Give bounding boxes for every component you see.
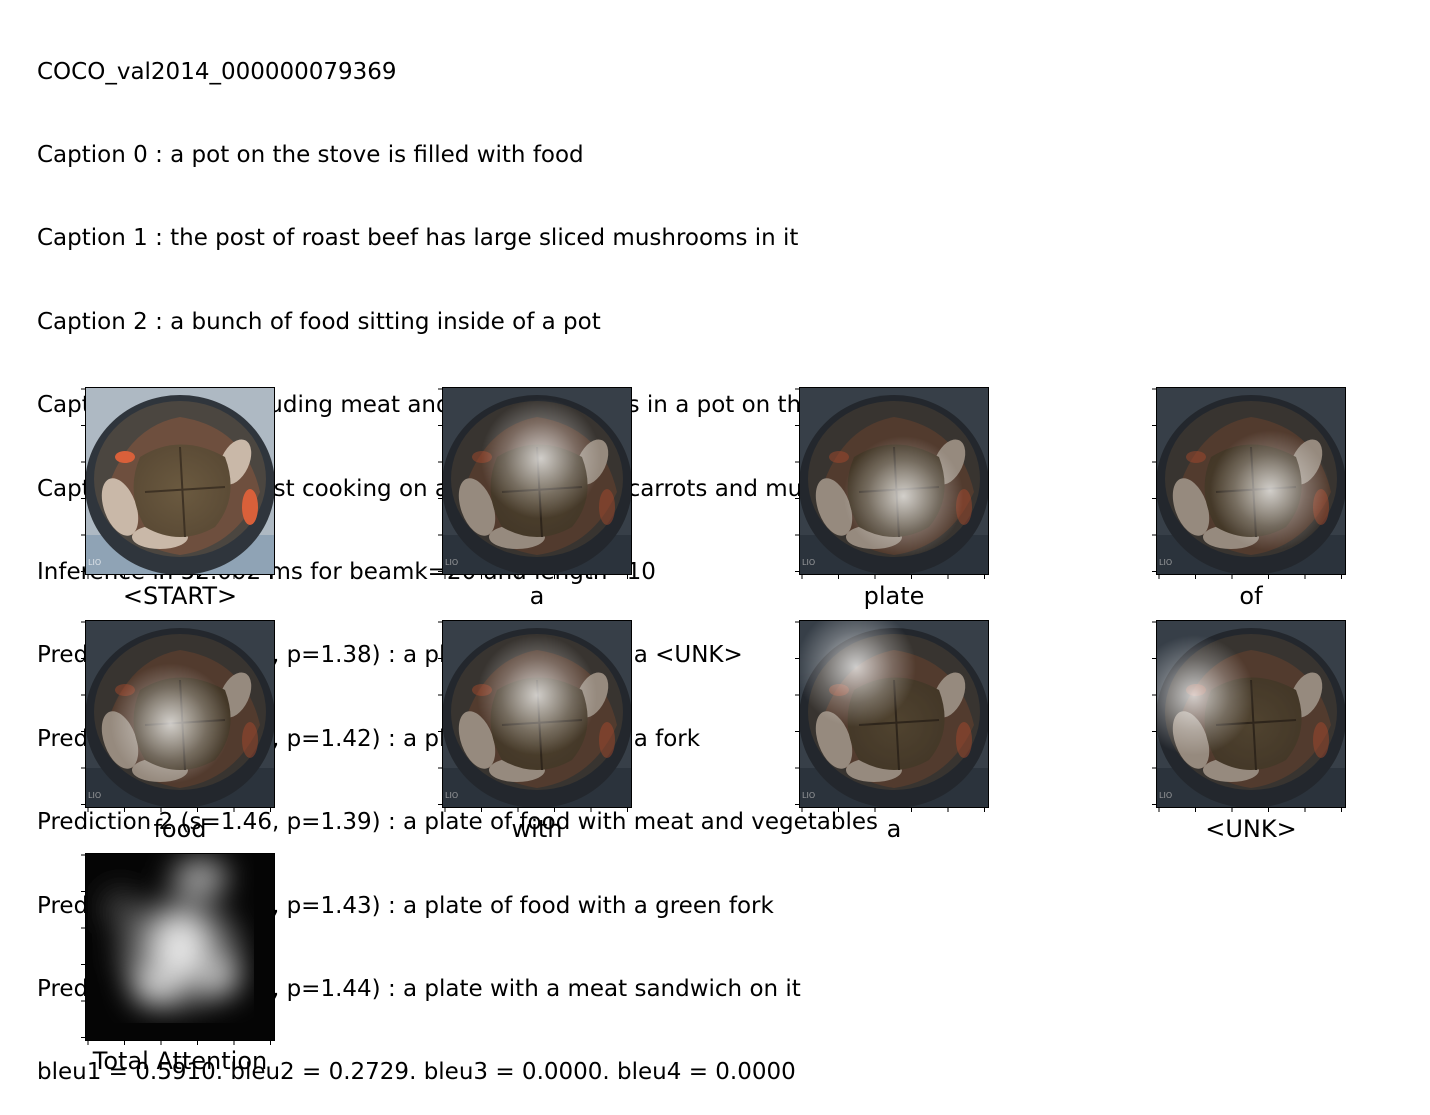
svg-text:LIO: LIO xyxy=(88,558,101,567)
tile-start-image: LIO xyxy=(81,387,275,579)
tile-attention-food: LIO xyxy=(81,620,275,812)
tile-attention-with: LIO xyxy=(438,620,632,812)
tile-label-total-attention: Total Attention xyxy=(92,1047,268,1075)
tile-image: LIO xyxy=(1152,387,1346,579)
tile-label-of: of xyxy=(1239,582,1263,610)
tile-image: LIO xyxy=(795,387,989,579)
caption-1: Caption 1 : the post of roast beef has l… xyxy=(37,225,799,252)
tile-label-food: food xyxy=(153,815,207,843)
caption-2: Caption 2 : a bunch of food sitting insi… xyxy=(37,308,601,335)
tile-image: LIO xyxy=(81,620,275,812)
tile-label-a-2: a xyxy=(886,815,902,843)
tile-image: LIO xyxy=(81,387,275,579)
tile-image: LIO xyxy=(438,620,632,812)
tile-label-with: with xyxy=(511,815,563,843)
tile-attention-plate: LIO xyxy=(795,387,989,579)
tile-attention-of: LIO xyxy=(1152,387,1346,579)
tile-attention-a-2: LIO xyxy=(795,620,989,812)
image-id: COCO_val2014_000000079369 xyxy=(37,58,397,85)
tile-label-a: a xyxy=(529,582,545,610)
tile-attention-unk: LIO xyxy=(1152,620,1346,812)
tile-total-attention xyxy=(81,853,275,1045)
tile-label-start: <START> xyxy=(122,582,238,610)
tile-image xyxy=(81,853,275,1045)
bleu-scores: bleu1 = 0.5910. bleu2 = 0.2729. bleu3 = … xyxy=(37,1059,796,1086)
tile-image: LIO xyxy=(438,387,632,579)
tile-label-plate: plate xyxy=(863,582,925,610)
tile-image: LIO xyxy=(795,620,989,812)
tile-label-unk: <UNK> xyxy=(1205,815,1297,843)
prediction-2: Prediction 2 (s=1.46, p=1.39) : a plate … xyxy=(37,809,879,836)
tile-image: LIO xyxy=(1152,620,1346,812)
caption-0: Caption 0 : a pot on the stove is filled… xyxy=(37,141,584,168)
tile-attention-a: LIO xyxy=(438,387,632,579)
